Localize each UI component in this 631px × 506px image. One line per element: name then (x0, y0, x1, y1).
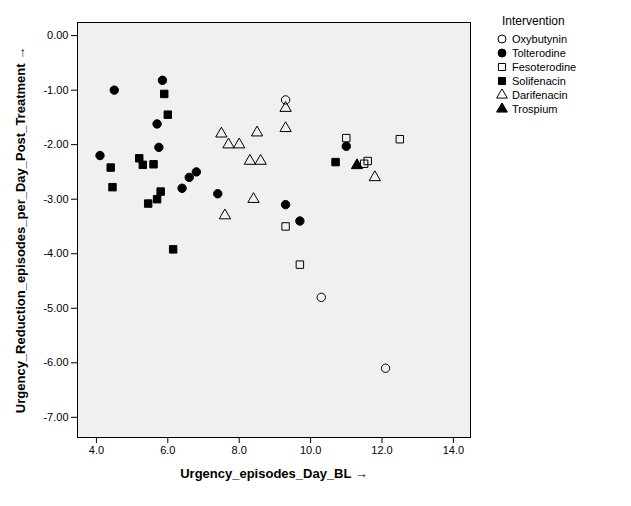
html-text:Solifenacin: Solifenacin (512, 75, 566, 87)
svg-text:8.0: 8.0 (232, 444, 247, 456)
svg-text:-4.00: -4.00 (43, 247, 68, 259)
svg-text:-7.00: -7.00 (43, 411, 68, 423)
html-text:Intervention: Intervention (502, 14, 565, 28)
svg-text:14.0: 14.0 (443, 444, 464, 456)
html-text:Darifenacin: Darifenacin (512, 89, 568, 101)
html-text:Tolterodine: Tolterodine (512, 47, 566, 59)
html-text:Oxybutynin: Oxybutynin (512, 33, 567, 45)
svg-text:Urgency_episodes_Day_BL →: Urgency_episodes_Day_BL → (180, 466, 368, 481)
svg-text:-5.00: -5.00 (43, 302, 68, 314)
svg-text:6.0: 6.0 (160, 444, 175, 456)
svg-text:-1.00: -1.00 (43, 84, 68, 96)
svg-text:12.0: 12.0 (371, 444, 392, 456)
svg-text:10.0: 10.0 (300, 444, 321, 456)
html-text:Trospium: Trospium (512, 103, 558, 115)
html-text:Fesoterodine: Fesoterodine (512, 61, 577, 73)
svg-text:4.0: 4.0 (89, 444, 104, 456)
svg-text:0.00: 0.00 (47, 29, 68, 41)
svg-text:-6.00: -6.00 (43, 356, 68, 368)
svg-text:Urgency_Reduction_episodes_per: Urgency_Reduction_episodes_per_Day_Post_… (13, 47, 28, 413)
svg-text:-2.00: -2.00 (43, 138, 68, 150)
svg-text:-3.00: -3.00 (43, 193, 68, 205)
